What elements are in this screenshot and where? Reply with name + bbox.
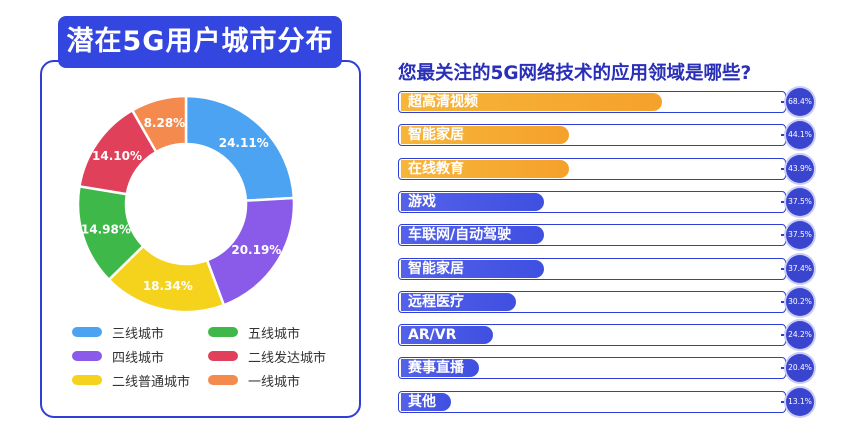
bar-connector-5 xyxy=(781,267,787,270)
legend-label-0: 三线城市 xyxy=(112,326,165,342)
bar-value-label-9: 13.1% xyxy=(786,387,814,416)
legend-label-3: 二线发达城市 xyxy=(248,350,327,366)
bar-value-label-0: 68.4% xyxy=(786,88,814,116)
legend-swatch-5 xyxy=(208,375,238,385)
bar-row-0: 超高清视频 68.4% xyxy=(398,88,818,116)
legend-swatch-0 xyxy=(72,327,102,337)
city-distribution-donut-chart: 24.11% 20.19% 18.34% 14.98% 14.10% 8.28% xyxy=(78,96,296,312)
bar-connector-7 xyxy=(781,334,787,337)
bar-category-label-5: 智能家居 xyxy=(408,260,464,277)
bar-4 xyxy=(401,226,544,245)
bar-value-label-4: 37.5% xyxy=(786,221,814,250)
bar-connector-3 xyxy=(781,200,787,203)
bar-connector-6 xyxy=(781,300,787,303)
legend-swatch-1 xyxy=(208,327,238,337)
bar-value-label-1: 44.1% xyxy=(786,121,814,150)
bar-category-label-1: 智能家居 xyxy=(408,127,464,144)
legend-item-1: 五线城市 xyxy=(208,322,300,342)
bar-5 xyxy=(401,259,544,278)
donut-slice-label-3: 14.98% xyxy=(81,222,131,236)
bar-connector-4 xyxy=(781,234,787,237)
bar-category-label-2: 在线教育 xyxy=(408,160,464,177)
bar-row-1: 智能家居 44.1% xyxy=(398,121,818,150)
bar-connector-8 xyxy=(781,367,787,370)
bar-connector-0 xyxy=(781,101,787,103)
bar-category-label-4: 车联网/自动驾驶 xyxy=(408,227,512,244)
bar-row-3: 游戏 37.5% xyxy=(398,187,818,216)
bar-category-label-9: 其他 xyxy=(408,393,436,410)
bar-category-label-7: AR/VR xyxy=(408,327,457,344)
application-fields-title: 您最关注的5G网络技术的应用领域是哪些? xyxy=(398,63,752,84)
bar-row-4: 车联网/自动驾驶 37.5% xyxy=(398,221,818,250)
donut-slice-5 xyxy=(130,96,188,154)
legend-swatch-3 xyxy=(208,351,238,361)
bar-row-5: 智能家居 37.4% xyxy=(398,254,818,283)
bar-row-8: 赛事直播 20.4% xyxy=(398,354,818,383)
bar-7 xyxy=(401,326,493,345)
donut-slice-label-1: 20.19% xyxy=(231,243,281,257)
bar-value-label-2: 43.9% xyxy=(786,154,814,183)
bar-0 xyxy=(401,93,662,111)
legend-label-4: 二线普通城市 xyxy=(112,374,191,390)
bar-category-label-3: 游戏 xyxy=(408,193,436,210)
bar-value-label-8: 20.4% xyxy=(786,354,814,383)
bar-9 xyxy=(401,392,451,411)
legend-item-5: 一线城市 xyxy=(208,370,300,390)
bar-2 xyxy=(401,159,569,178)
bar-row-6: 远程医疗 30.2% xyxy=(398,287,818,316)
legend-swatch-4 xyxy=(72,375,102,385)
bar-value-label-6: 30.2% xyxy=(786,287,814,316)
bar-row-9: 其他 13.1% xyxy=(398,387,818,416)
legend-label-1: 五线城市 xyxy=(248,326,301,342)
bar-value-label-7: 24.2% xyxy=(786,321,814,350)
legend-item-2: 四线城市 xyxy=(72,346,164,366)
bar-category-label-6: 远程医疗 xyxy=(408,293,464,310)
donut-slice-label-0: 24.11% xyxy=(219,136,269,150)
bar-connector-1 xyxy=(781,134,787,137)
legend-swatch-2 xyxy=(72,351,102,361)
donut-slice-label-2: 18.34% xyxy=(143,279,193,293)
bar-6 xyxy=(401,292,516,311)
city-distribution-title: 潜在5G用户城市分布 xyxy=(58,16,342,68)
bar-row-2: 在线教育 43.9% xyxy=(398,154,818,183)
bar-1 xyxy=(401,126,569,145)
bar-8 xyxy=(401,359,479,378)
bar-row-7: AR/VR 24.2% xyxy=(398,321,818,350)
bar-3 xyxy=(401,192,544,211)
bar-connector-9 xyxy=(781,400,787,403)
donut-slice-label-5: 8.28% xyxy=(144,116,186,130)
donut-slice-label-4: 14.10% xyxy=(92,149,142,163)
bar-track-9 xyxy=(398,390,786,413)
legend-label-5: 一线城市 xyxy=(248,374,301,390)
bar-connector-2 xyxy=(781,167,787,170)
bar-value-label-3: 37.5% xyxy=(786,187,814,216)
legend-item-0: 三线城市 xyxy=(72,322,164,342)
legend-label-2: 四线城市 xyxy=(112,350,165,366)
bar-category-label-8: 赛事直播 xyxy=(408,360,464,377)
bar-category-label-0: 超高清视频 xyxy=(408,94,478,110)
legend-item-4: 二线普通城市 xyxy=(72,370,190,390)
legend-item-3: 二线发达城市 xyxy=(208,346,326,366)
bar-value-label-5: 37.4% xyxy=(786,254,814,283)
